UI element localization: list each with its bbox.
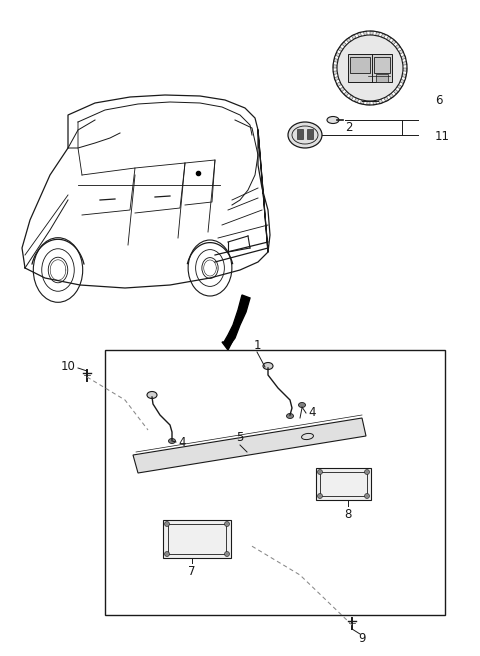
Polygon shape <box>402 73 407 77</box>
Polygon shape <box>395 44 400 49</box>
Polygon shape <box>391 39 396 45</box>
Circle shape <box>337 35 403 101</box>
Ellipse shape <box>288 122 322 148</box>
Polygon shape <box>376 31 380 36</box>
Polygon shape <box>344 91 349 96</box>
Polygon shape <box>342 42 347 47</box>
Bar <box>163 520 231 558</box>
Ellipse shape <box>263 363 273 369</box>
Bar <box>350 57 370 73</box>
Polygon shape <box>403 62 407 65</box>
Polygon shape <box>335 52 340 56</box>
Bar <box>376 74 388 82</box>
Polygon shape <box>397 85 402 89</box>
Bar <box>297 129 303 139</box>
Text: 10: 10 <box>60 359 75 373</box>
Polygon shape <box>346 37 351 43</box>
Polygon shape <box>379 99 383 104</box>
Ellipse shape <box>147 392 157 398</box>
Polygon shape <box>363 31 367 35</box>
Text: 11: 11 <box>435 131 450 144</box>
Polygon shape <box>340 87 345 92</box>
Polygon shape <box>357 32 361 37</box>
Bar <box>168 524 226 554</box>
Polygon shape <box>367 101 370 105</box>
Polygon shape <box>398 49 404 54</box>
Polygon shape <box>389 93 394 98</box>
Text: 1: 1 <box>253 339 261 352</box>
Polygon shape <box>370 31 373 35</box>
Text: 5: 5 <box>236 431 244 444</box>
Text: 8: 8 <box>344 508 352 521</box>
Polygon shape <box>133 418 366 473</box>
Polygon shape <box>354 98 359 103</box>
Circle shape <box>364 470 370 474</box>
Circle shape <box>165 522 169 527</box>
Bar <box>320 472 367 496</box>
Circle shape <box>225 552 229 556</box>
Ellipse shape <box>327 117 339 123</box>
Polygon shape <box>224 295 250 345</box>
Circle shape <box>364 493 370 499</box>
Polygon shape <box>349 95 353 100</box>
Polygon shape <box>334 77 339 81</box>
Text: 4: 4 <box>308 407 315 419</box>
Polygon shape <box>333 65 337 68</box>
Polygon shape <box>222 342 232 350</box>
Text: 4: 4 <box>178 436 185 449</box>
Polygon shape <box>400 79 405 83</box>
Text: 2: 2 <box>345 121 352 134</box>
Polygon shape <box>333 71 337 74</box>
Polygon shape <box>401 55 406 60</box>
Bar <box>307 129 313 139</box>
Circle shape <box>317 493 323 499</box>
Polygon shape <box>336 82 341 87</box>
Ellipse shape <box>299 403 305 407</box>
Ellipse shape <box>168 438 176 443</box>
Polygon shape <box>373 100 376 105</box>
Circle shape <box>317 470 323 474</box>
Circle shape <box>165 552 169 556</box>
Polygon shape <box>393 89 398 94</box>
Text: 6: 6 <box>435 94 443 106</box>
Polygon shape <box>360 100 364 104</box>
Polygon shape <box>403 68 407 72</box>
Polygon shape <box>338 47 343 52</box>
Bar <box>105 350 445 615</box>
Bar <box>374 57 390 73</box>
Polygon shape <box>386 36 391 41</box>
Circle shape <box>225 522 229 527</box>
Polygon shape <box>384 96 388 102</box>
Polygon shape <box>334 58 338 62</box>
Ellipse shape <box>287 413 293 419</box>
Bar <box>316 468 371 500</box>
Bar <box>348 54 392 82</box>
Polygon shape <box>351 35 356 39</box>
Text: 9: 9 <box>358 632 365 644</box>
Polygon shape <box>381 33 385 38</box>
Text: 7: 7 <box>188 565 196 578</box>
